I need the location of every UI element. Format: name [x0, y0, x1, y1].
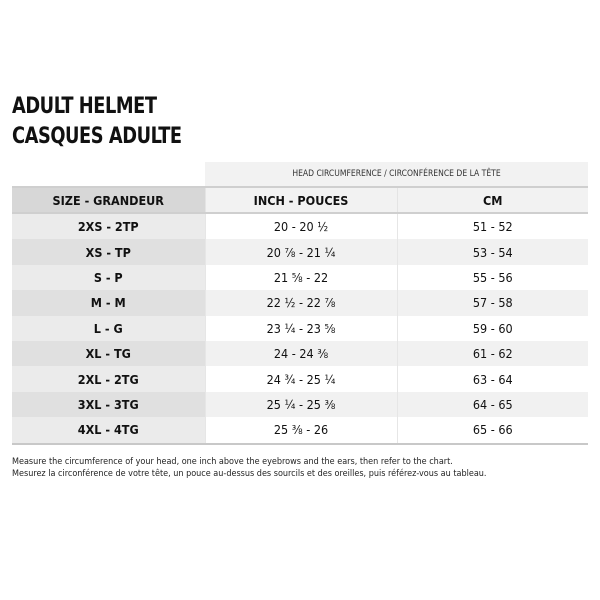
table-row: 2XL - 2TG 24 ¾ - 25 ¼ 63 - 64 [12, 366, 588, 392]
inch-cell: 25 ⅜ - 26 [204, 417, 397, 445]
inch-cell: 21 ⅝ - 22 [204, 264, 397, 291]
cm-cell: 65 - 66 [396, 417, 588, 445]
size-cell: M - M [12, 290, 205, 316]
cm-cell: 57 - 58 [396, 290, 588, 316]
table-header-row: SIZE - GRANDEUR INCH - POUCES CM [12, 186, 588, 214]
title-french: CASQUES ADULTE [12, 124, 182, 149]
size-cell: 4XL - 4TG [12, 417, 205, 445]
cm-cell: 61 - 62 [396, 340, 588, 367]
table-row: L - G 23 ¼ - 23 ⅝ 59 - 60 [12, 315, 588, 341]
size-cell: S - P [12, 264, 205, 291]
inch-cell: 22 ½ - 22 ⅞ [204, 290, 397, 316]
table-row: 2XS - 2TP 20 - 20 ½ 51 - 52 [12, 213, 588, 240]
inch-cell: 25 ¼ - 25 ⅜ [204, 391, 397, 418]
title-english: ADULT HELMET [12, 94, 157, 119]
inch-cell: 24 ¾ - 25 ¼ [204, 366, 397, 392]
note-english: Measure the circumference of your head, … [12, 457, 453, 467]
column-header-size: SIZE - GRANDEUR [12, 186, 205, 214]
measurement-note: Measure the circumference of your head, … [12, 457, 487, 480]
cm-cell: 51 - 52 [396, 213, 588, 240]
table-row: XL - TG 24 - 24 ⅜ 61 - 62 [12, 340, 588, 367]
cm-cell: 55 - 56 [396, 264, 588, 291]
head-circumference-group-header: HEAD CIRCUMFERENCE / CIRCONFÉRENCE DE LA… [205, 162, 588, 186]
size-cell: L - G [12, 315, 205, 341]
cm-cell: 59 - 60 [396, 315, 588, 341]
inch-cell: 20 ⅞ - 21 ¼ [204, 239, 397, 265]
inch-cell: 24 - 24 ⅜ [204, 340, 397, 367]
size-chart-table: SIZE - GRANDEUR INCH - POUCES CM 2XS - 2… [12, 186, 588, 445]
table-row: S - P 21 ⅝ - 22 55 - 56 [12, 264, 588, 291]
table-row: 4XL - 4TG 25 ⅜ - 26 65 - 66 [12, 417, 588, 445]
cm-cell: 64 - 65 [396, 391, 588, 418]
inch-cell: 23 ¼ - 23 ⅝ [204, 315, 397, 341]
size-cell: XS - TP [12, 239, 205, 265]
inch-cell: 20 - 20 ½ [204, 213, 397, 240]
size-cell: 2XL - 2TG [12, 366, 205, 392]
size-cell: 3XL - 3TG [12, 391, 205, 418]
column-header-inch: INCH - POUCES [204, 186, 397, 214]
table-row: 3XL - 3TG 25 ¼ - 25 ⅜ 64 - 65 [12, 391, 588, 418]
table-row: XS - TP 20 ⅞ - 21 ¼ 53 - 54 [12, 239, 588, 265]
note-french: Mesurez la circonférence de votre tête, … [12, 468, 487, 479]
cm-cell: 63 - 64 [396, 366, 588, 392]
size-cell: XL - TG [12, 340, 205, 367]
cm-cell: 53 - 54 [396, 239, 588, 265]
table-row: M - M 22 ½ - 22 ⅞ 57 - 58 [12, 290, 588, 316]
column-header-cm: CM [396, 186, 588, 214]
size-cell: 2XS - 2TP [12, 213, 205, 240]
